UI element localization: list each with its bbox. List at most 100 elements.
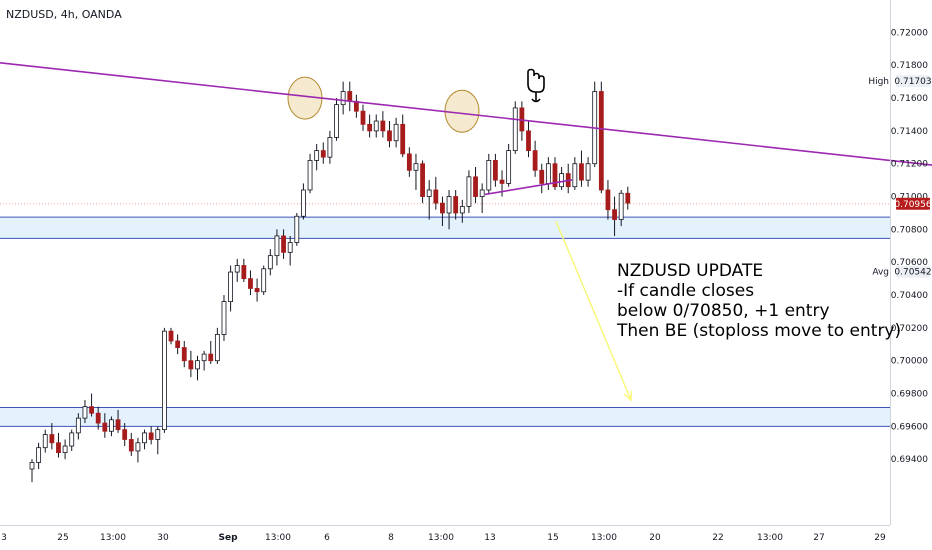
candle-down[interactable] — [89, 406, 94, 414]
candle-down[interactable] — [254, 288, 260, 293]
candle-down[interactable] — [168, 330, 174, 342]
neckline-trendline[interactable] — [484, 179, 573, 196]
candle-up[interactable] — [82, 406, 88, 419]
candle-up[interactable] — [109, 419, 114, 432]
candle-down[interactable] — [148, 432, 154, 440]
candle-up[interactable] — [36, 447, 42, 463]
candle-up[interactable] — [413, 163, 419, 171]
candle-up[interactable] — [585, 163, 591, 181]
candle-up[interactable] — [234, 265, 240, 273]
candle-up[interactable] — [221, 301, 227, 335]
candle-up[interactable] — [426, 189, 432, 197]
support-zone[interactable] — [0, 217, 890, 239]
candle-down[interactable] — [552, 163, 558, 188]
candle-up[interactable] — [459, 205, 465, 214]
candle-up[interactable] — [287, 242, 293, 253]
candle-up[interactable] — [572, 163, 578, 188]
candle-down[interactable] — [526, 130, 531, 151]
candle-down[interactable] — [128, 439, 134, 452]
candle-up[interactable] — [62, 445, 68, 454]
candle-down[interactable] — [440, 202, 445, 214]
candle-down[interactable] — [380, 120, 386, 132]
candle-up[interactable] — [340, 91, 346, 106]
candle-down[interactable] — [625, 192, 631, 204]
candle-down[interactable] — [347, 91, 353, 102]
candle-down[interactable] — [400, 123, 406, 155]
candle-up[interactable] — [559, 173, 564, 188]
candle-up[interactable] — [195, 360, 200, 370]
candle-up[interactable] — [155, 429, 161, 440]
candle-up[interactable] — [228, 271, 234, 303]
candle-up[interactable] — [214, 334, 220, 362]
candle-down[interactable] — [598, 91, 604, 191]
price-tick-label: 0.69600 — [891, 422, 928, 432]
candle-down[interactable] — [499, 179, 505, 184]
price-tick-label: 0.70600 — [891, 258, 928, 268]
candle-down[interactable] — [181, 347, 187, 362]
candle-up[interactable] — [29, 462, 35, 470]
candle-up[interactable] — [446, 196, 452, 214]
candle-up[interactable] — [479, 189, 485, 197]
candle-up[interactable] — [393, 123, 399, 142]
candle-down[interactable] — [360, 110, 366, 125]
candle-up[interactable] — [466, 176, 472, 207]
candle-down[interactable] — [420, 163, 425, 197]
candle-up[interactable] — [42, 434, 48, 449]
candle-up[interactable] — [373, 120, 379, 132]
candle-up[interactable] — [512, 107, 518, 151]
candle-up[interactable] — [201, 353, 207, 362]
candle-down[interactable] — [612, 209, 617, 220]
candle-down[interactable] — [208, 353, 214, 362]
price-axis[interactable]: 0.72000 0.71800 0.71600 0.71400 0.71200 0.710… — [891, 28, 928, 465]
candle-down[interactable] — [539, 169, 545, 184]
candle-up[interactable] — [261, 268, 267, 293]
candle-up[interactable] — [506, 150, 512, 184]
support-zone[interactable] — [0, 407, 890, 427]
candle-up[interactable] — [327, 137, 333, 158]
candle-down[interactable] — [248, 278, 253, 289]
candle-down[interactable] — [115, 419, 121, 431]
candle-down[interactable] — [175, 340, 181, 348]
candle-down[interactable] — [122, 429, 128, 440]
projection-arrow-shaft[interactable] — [555, 220, 632, 401]
note-line-1: NZDUSD UPDATE — [617, 261, 764, 281]
candle-down[interactable] — [406, 153, 412, 171]
candle-up[interactable] — [301, 189, 306, 217]
candle-up[interactable] — [314, 150, 320, 161]
time-axis[interactable]: 3 25 13:00 30 Sep 13:00 6 8 13:00 13 15 13:00 20 22 13… — [1, 533, 886, 543]
candle-up[interactable] — [307, 160, 313, 191]
candle-down[interactable] — [532, 150, 538, 171]
candle-down[interactable] — [605, 189, 611, 211]
candle-down[interactable] — [56, 442, 61, 454]
candle-down[interactable] — [579, 163, 584, 181]
candle-up[interactable] — [486, 160, 492, 191]
candle-down[interactable] — [49, 434, 55, 444]
candle-down[interactable] — [473, 176, 478, 197]
descending-trendline[interactable] — [0, 61, 932, 166]
candle-up[interactable] — [135, 442, 141, 452]
candle-up[interactable] — [334, 104, 339, 138]
candle-up[interactable] — [267, 255, 273, 270]
candle-down[interactable] — [453, 196, 459, 214]
candle-up[interactable] — [142, 432, 147, 444]
candle-up[interactable] — [274, 235, 280, 257]
candle-down[interactable] — [281, 235, 286, 253]
candle-down[interactable] — [387, 130, 392, 142]
candle-up[interactable] — [161, 330, 167, 431]
candle-up[interactable] — [75, 417, 81, 434]
candle-up[interactable] — [618, 192, 624, 220]
candle-up[interactable] — [294, 215, 300, 243]
candle-up[interactable] — [545, 163, 551, 184]
candle-up[interactable] — [69, 432, 75, 447]
candle-down[interactable] — [95, 412, 101, 424]
candle-down[interactable] — [241, 265, 247, 280]
note-line-4: Then BE (stoploss move to entry) — [617, 321, 902, 341]
candle-down[interactable] — [433, 189, 439, 204]
candle-down[interactable] — [492, 160, 498, 181]
candle-down[interactable] — [188, 360, 194, 370]
candle-down[interactable] — [102, 422, 108, 432]
candle-down[interactable] — [367, 123, 373, 132]
current-price-badge — [896, 197, 930, 210]
candle-down[interactable] — [320, 150, 326, 158]
